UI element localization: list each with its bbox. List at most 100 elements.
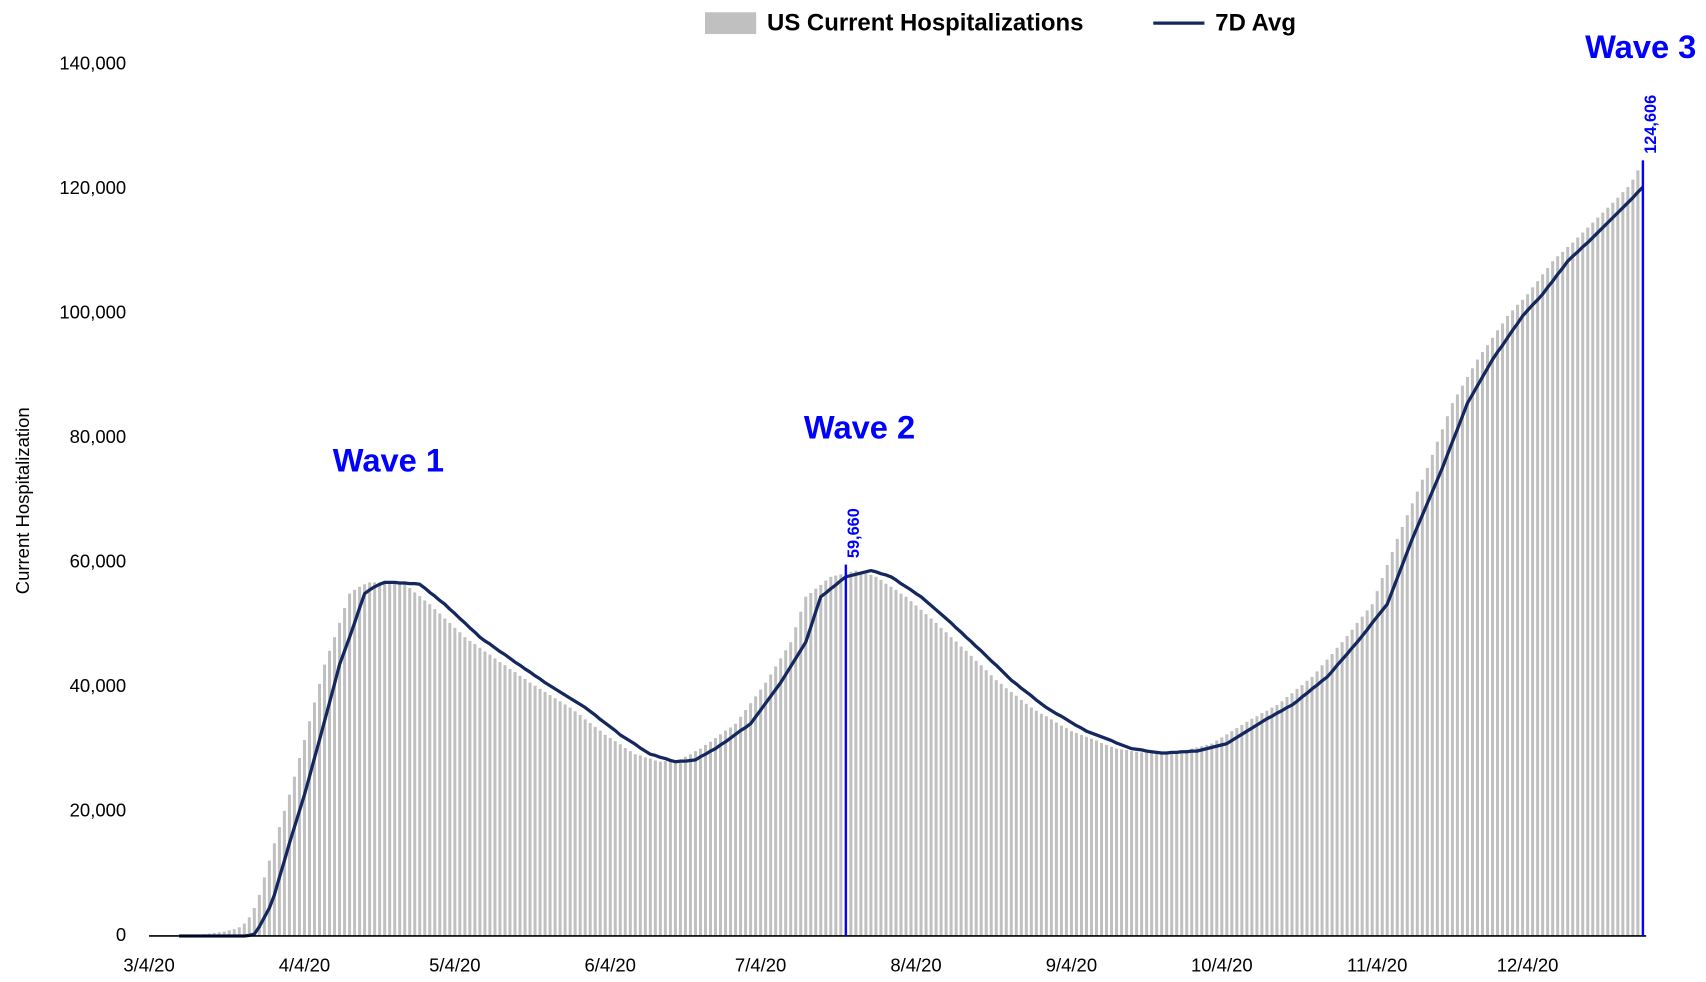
bar [493,658,497,936]
bar [1365,610,1369,936]
bar [1185,749,1189,936]
bar [513,672,517,936]
bar [1275,705,1279,936]
bar [323,664,327,936]
bar [528,682,532,936]
bar [1215,740,1219,936]
bar [553,698,557,936]
bar [929,618,933,936]
y-axis-title: Current Hospitalization [12,407,33,594]
bar [1460,385,1464,936]
bar [1190,748,1194,936]
bar [1130,751,1134,936]
legend-swatch [705,12,757,35]
bar [1054,722,1058,936]
bar [483,651,487,936]
bar [1300,685,1304,936]
bar [1541,274,1545,936]
bar [834,575,838,936]
bar [1029,707,1033,936]
bar [613,741,617,936]
bar [1079,734,1083,936]
bar [688,754,692,936]
bar [698,748,702,936]
bar [1501,323,1505,936]
bar [563,704,567,936]
bar [944,632,948,936]
bar [578,715,582,936]
bar [1280,701,1284,936]
bar [1601,212,1605,936]
bar [739,716,743,936]
bar [1546,268,1550,936]
bar [658,761,662,936]
x-tick-label: 5/4/20 [429,954,480,975]
bar [312,702,316,936]
bar [799,611,803,936]
bar [1125,749,1129,936]
bar [1385,564,1389,936]
bar [1225,734,1229,936]
bar [338,622,342,936]
bar [1425,467,1429,936]
bar [879,579,883,936]
bar [498,662,502,936]
bar [934,622,938,936]
bar [558,701,562,936]
bar [623,748,627,936]
bar [759,689,763,936]
bar [1150,752,1154,936]
y-tick-label: 20,000 [70,799,127,820]
bar [1335,647,1339,936]
bar [683,756,687,936]
bar [1094,740,1098,936]
legend-label: 7D Avg [1215,10,1296,37]
bar [363,584,367,936]
bar [994,680,998,936]
bar [1445,416,1449,936]
highlight-label: 59,660 [845,508,863,558]
bar [1616,197,1620,936]
bar [1400,527,1404,936]
y-tick-label: 0 [116,924,126,945]
bar [543,691,547,936]
bar [1556,256,1560,936]
bar [643,757,647,936]
bar [1420,479,1424,936]
x-tick-label: 9/4/20 [1046,954,1097,975]
bar [533,685,537,936]
bar [237,927,241,936]
bar [1355,622,1359,936]
bar [1145,752,1149,936]
bar [849,571,853,936]
bar [1370,604,1374,936]
bar [1551,261,1555,936]
bar [1250,718,1254,936]
bar [864,573,868,936]
bar [378,582,382,936]
bar [1240,724,1244,936]
bar [1004,688,1008,936]
bar [518,675,522,936]
bar [503,665,507,936]
bar [508,668,512,936]
bar [1561,251,1565,936]
bar [1405,515,1409,936]
bar [949,637,953,936]
bar [969,655,973,936]
bar [1295,688,1299,936]
bar [1039,713,1043,936]
bar [393,583,397,936]
x-tick-label: 4/4/20 [279,954,330,975]
bar [1024,703,1028,936]
bar [648,758,652,936]
bar [1074,733,1078,936]
bar [734,723,738,936]
bar [388,583,392,936]
bar [824,580,828,936]
bar [954,641,958,936]
bar [428,604,432,936]
bar [784,650,788,936]
bar [373,582,377,936]
bar [232,929,236,936]
